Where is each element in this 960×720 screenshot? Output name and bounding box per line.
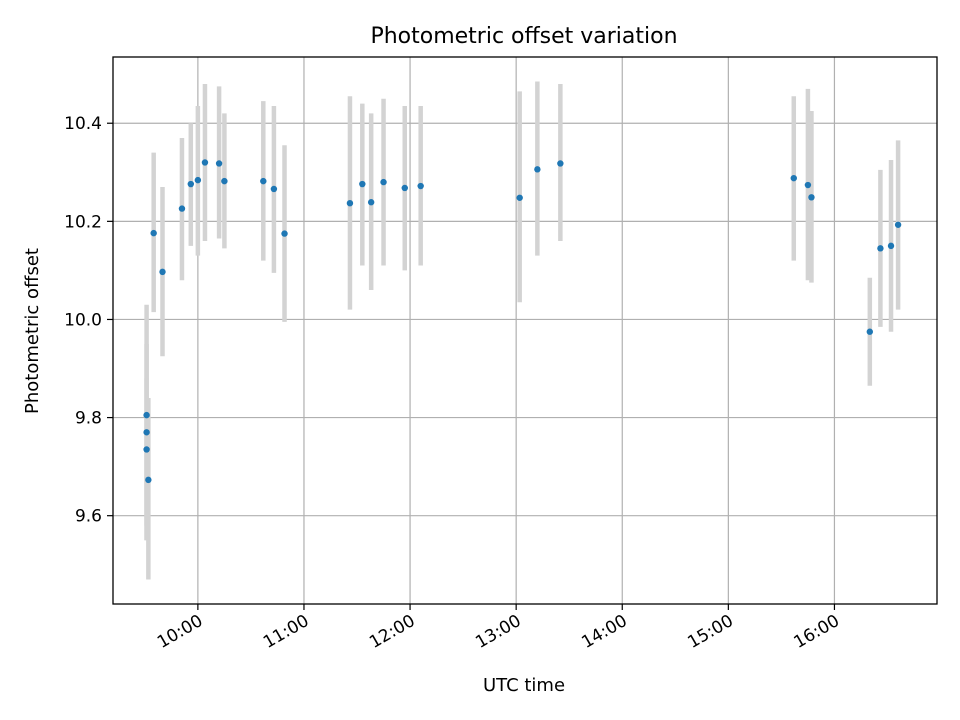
y-axis-label: Photometric offset [22, 248, 43, 414]
data-point [534, 166, 541, 173]
data-point [359, 180, 366, 188]
x-tick-label: 14:00 [578, 611, 630, 653]
chart-title: Photometric offset variation [370, 24, 677, 49]
data-point [201, 159, 209, 166]
data-point [221, 177, 228, 185]
y-tick-label: 10.0 [64, 310, 102, 330]
data-point [877, 245, 884, 252]
y-tick-label: 10.4 [64, 114, 102, 134]
data-point [178, 205, 186, 212]
x-tick-label: 16:00 [791, 611, 843, 653]
data-point [143, 429, 150, 436]
data-point [187, 180, 195, 188]
data-point [281, 230, 288, 237]
data-point [516, 194, 523, 201]
data-point [143, 411, 150, 419]
plot-frame [112, 56, 938, 605]
data-point [380, 178, 387, 186]
x-axis-ticks: 10:00 11:00 12:00 13:00 14:00 15:00 16:00 [154, 604, 843, 653]
x-tick-label: 11:00 [260, 611, 312, 653]
data-point [159, 268, 166, 276]
data-point [808, 194, 815, 201]
y-tick-label: 9.6 [75, 507, 102, 527]
data-point [401, 184, 408, 192]
grid-layer [113, 57, 937, 604]
data-point [866, 328, 874, 335]
x-axis-label: UTC time [483, 675, 565, 696]
data-point [557, 160, 564, 167]
y-axis-ticks: 9.6 9.8 10.0 10.2 10.4 [64, 114, 113, 527]
data-point [194, 176, 202, 184]
errorbar-layer [144, 81, 901, 580]
x-tick-label: 15:00 [684, 611, 736, 653]
data-point [346, 199, 354, 207]
data-point [804, 181, 812, 189]
data-point [143, 446, 150, 453]
y-tick-label: 10.2 [64, 212, 102, 232]
data-point [887, 242, 895, 250]
x-tick-label: 10:00 [154, 611, 206, 653]
data-point [215, 160, 223, 167]
data-point [894, 221, 902, 228]
data-point [367, 199, 375, 206]
data-point [270, 185, 278, 193]
data-point [150, 229, 157, 237]
y-tick-label: 9.8 [75, 409, 102, 429]
x-tick-label: 12:00 [366, 611, 418, 653]
data-point [145, 476, 152, 484]
data-point [790, 174, 797, 182]
point-layer [143, 159, 902, 484]
x-tick-label: 13:00 [472, 611, 524, 653]
data-point [260, 177, 267, 185]
data-point [417, 182, 424, 190]
